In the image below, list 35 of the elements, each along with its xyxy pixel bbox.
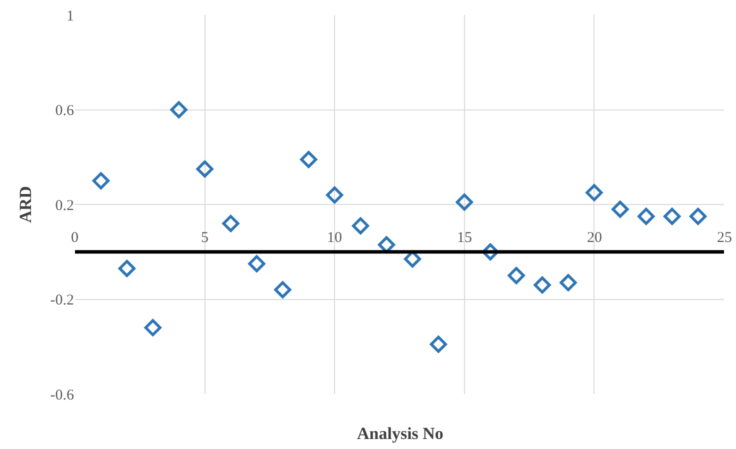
point [430, 336, 447, 353]
y-axis-title: ARD [16, 186, 35, 223]
y-tick-label: 0.2 [55, 198, 74, 214]
point [352, 217, 370, 234]
point [638, 208, 655, 225]
point [118, 260, 136, 278]
x-tick-label: 10 [327, 230, 342, 246]
point [456, 194, 473, 211]
point [170, 101, 188, 118]
point [326, 186, 344, 204]
point [222, 214, 240, 232]
point [534, 276, 551, 294]
point [508, 267, 525, 284]
x-tick-label: 5 [201, 230, 208, 246]
point [612, 200, 629, 218]
point [144, 319, 162, 336]
x-tick-label: 0 [71, 230, 78, 246]
point [482, 243, 499, 260]
x-axis-title: Analysis No [357, 424, 444, 443]
point [586, 184, 603, 202]
point [560, 274, 577, 292]
y-tick-label: 1 [66, 8, 74, 24]
x-tick-label: 25 [717, 230, 732, 246]
point [300, 150, 318, 168]
y-tick-label: 0.6 [55, 103, 74, 119]
point [664, 208, 681, 225]
point [689, 208, 707, 225]
point [274, 281, 292, 298]
y-tick-label: -0.6 [50, 387, 74, 404]
x-tick-label: 20 [587, 230, 602, 246]
x-tick-label: 15 [457, 230, 472, 246]
y-tick-label: -0.2 [50, 292, 74, 308]
point [92, 172, 110, 190]
point [196, 160, 214, 178]
point [248, 255, 266, 272]
